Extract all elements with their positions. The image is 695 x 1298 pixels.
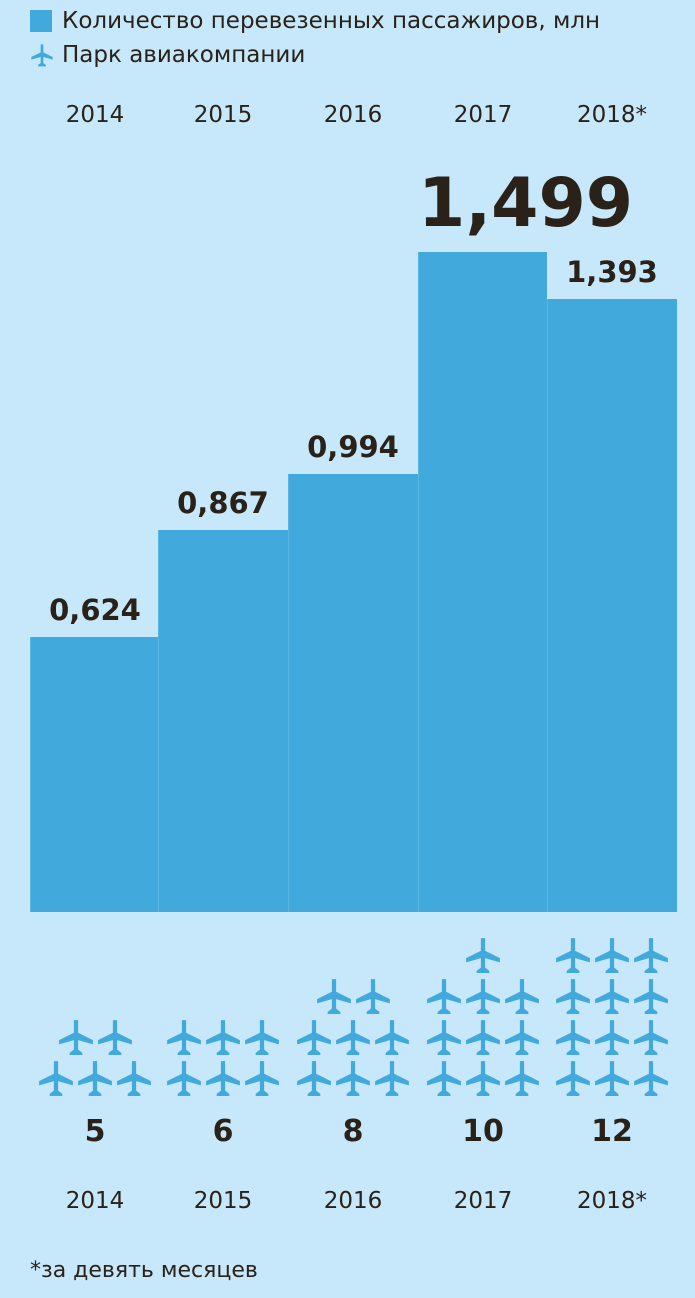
airplane-icon <box>297 1020 331 1055</box>
year-label-bottom: 2018* <box>576 1188 648 1214</box>
airplane-icon <box>427 979 461 1014</box>
airplane-icon <box>595 979 629 1014</box>
airplane-icon <box>634 979 668 1014</box>
fleet-count: 5 <box>84 1114 106 1149</box>
airplane-icon <box>556 979 590 1014</box>
airplane-icon <box>595 938 629 973</box>
year-label-bottom: 2017 <box>453 1188 513 1214</box>
airplane-icon <box>427 1020 461 1055</box>
year-label-bottom: 2016 <box>323 1188 383 1214</box>
year-label-top: 2015 <box>193 102 253 128</box>
year-label-top: 2017 <box>453 102 513 128</box>
airplane-icon <box>206 1020 240 1055</box>
year-label-top: 2018* <box>576 102 648 128</box>
legend-label: Парк авиакомпании <box>62 42 306 68</box>
bar <box>158 530 288 912</box>
airplane-icon <box>39 1061 73 1096</box>
fleet-count: 8 <box>342 1114 364 1149</box>
airplane-icon <box>297 1061 331 1096</box>
airplane-icon <box>466 1061 500 1096</box>
airplane-icon <box>505 1020 539 1055</box>
airplane-icon <box>206 1061 240 1096</box>
airplane-icon <box>505 979 539 1014</box>
year-label-bottom: 2015 <box>193 1188 253 1214</box>
airplane-icon <box>634 938 668 973</box>
airplane-icon <box>58 1020 93 1055</box>
airplane-icon <box>336 1061 370 1096</box>
fleet-count: 10 <box>462 1114 504 1149</box>
airplane-icon <box>634 1061 668 1096</box>
airplane-icon <box>117 1061 151 1096</box>
airplane-icon <box>595 1020 629 1055</box>
airplane-icon <box>375 1061 409 1096</box>
airplane-icon <box>167 1061 201 1096</box>
airplane-icon <box>505 1061 539 1096</box>
airplane-icon <box>466 979 500 1014</box>
square-swatch-icon <box>30 10 52 32</box>
airplane-icon <box>466 938 500 973</box>
airplane-icon <box>427 1061 461 1096</box>
fleet-count: 12 <box>591 1114 633 1149</box>
airplane-icon <box>97 1020 132 1055</box>
airplane-icon <box>167 1020 201 1055</box>
airplane-icon <box>595 1061 629 1096</box>
value-label: 1,499 <box>418 164 634 243</box>
bar <box>418 252 547 912</box>
fleet-count: 6 <box>212 1114 234 1149</box>
airplane-icon <box>245 1020 279 1055</box>
footnote: *за девять месяцев <box>30 1258 258 1283</box>
value-label: 0,994 <box>307 430 399 465</box>
airplane-icon <box>556 938 590 973</box>
airplane-icon <box>78 1061 112 1096</box>
value-label: 1,393 <box>566 254 658 289</box>
legend-label: Количество перевезенных пассажиров, млн <box>62 8 601 34</box>
airplane-icon <box>31 44 53 67</box>
bar <box>30 637 158 912</box>
airplane-icon <box>245 1061 279 1096</box>
year-label-bottom: 2014 <box>65 1188 125 1214</box>
airplane-icon <box>375 1020 409 1055</box>
value-label: 0,624 <box>49 593 141 628</box>
airplane-icon <box>336 1020 370 1055</box>
airplane-icon <box>316 979 351 1014</box>
year-label-top: 2016 <box>323 102 383 128</box>
airplane-icon <box>355 979 390 1014</box>
bar <box>547 298 677 912</box>
airplane-icon <box>556 1061 590 1096</box>
value-label: 0,867 <box>177 486 269 521</box>
legend-item-passengers: Количество перевезенных пассажиров, млн <box>30 8 600 34</box>
bar <box>288 474 418 912</box>
airplane-icon <box>466 1020 500 1055</box>
airplane-icon <box>634 1020 668 1055</box>
year-label-top: 2014 <box>65 102 125 128</box>
airplane-icon <box>556 1020 590 1055</box>
legend-item-fleet: Парк авиакомпании <box>30 42 305 68</box>
